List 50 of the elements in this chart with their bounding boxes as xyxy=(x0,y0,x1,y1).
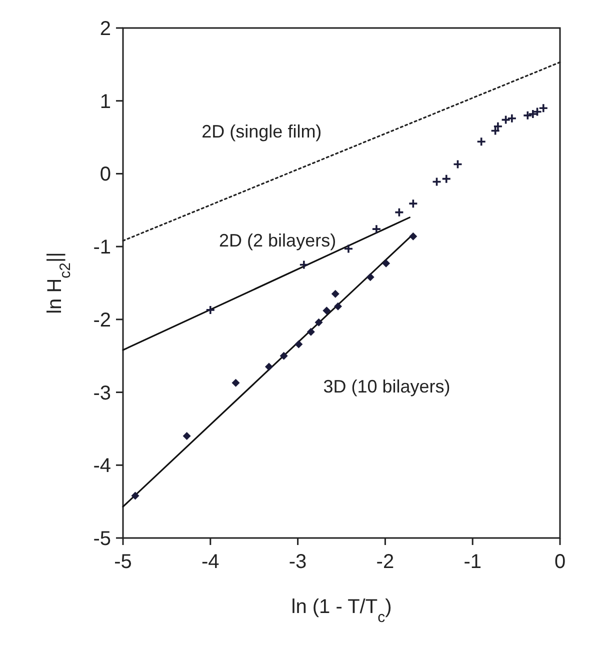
x-tick-label: -2 xyxy=(376,551,394,573)
text: 3D (10 bilayers) xyxy=(323,376,450,397)
point xyxy=(344,244,354,254)
point xyxy=(493,121,503,132)
point xyxy=(409,232,418,240)
point xyxy=(206,305,216,315)
point xyxy=(452,159,463,170)
y-tick-label: 2 xyxy=(100,18,111,40)
point xyxy=(366,273,374,282)
point xyxy=(432,176,442,187)
y-tick-label: 0 xyxy=(100,164,111,186)
point xyxy=(280,352,288,360)
point xyxy=(264,362,273,371)
x-tick-label: -5 xyxy=(114,551,132,573)
point xyxy=(500,114,511,125)
x-tick-label: 0 xyxy=(554,551,566,573)
point xyxy=(538,103,548,114)
point xyxy=(182,432,191,440)
point xyxy=(382,259,390,268)
point xyxy=(299,260,309,270)
y-tick-label: -4 xyxy=(93,455,111,478)
point xyxy=(294,340,303,348)
y-tick-label: 1 xyxy=(100,90,111,113)
point xyxy=(334,302,342,310)
point xyxy=(131,492,140,500)
y-tick-label: -1 xyxy=(93,236,111,259)
point xyxy=(322,306,331,315)
x-tick-label: -4 xyxy=(202,551,220,573)
series-label: 2D (2 bilayers) xyxy=(219,230,336,251)
x-axis-title: ln (1 - T/T$_{c}$) xyxy=(291,596,392,626)
point xyxy=(528,109,538,119)
point xyxy=(232,378,240,387)
point xyxy=(507,113,517,124)
point xyxy=(476,136,486,147)
point xyxy=(490,126,500,136)
point xyxy=(372,224,382,234)
x-tick-label: -1 xyxy=(464,551,482,573)
point xyxy=(441,174,452,184)
point xyxy=(314,318,323,326)
y-tick-label: -3 xyxy=(93,382,111,404)
series-label: 2D (single film) xyxy=(202,122,322,142)
y-tick-label: -5 xyxy=(93,528,111,550)
point xyxy=(331,290,340,298)
x-tick-label: -3 xyxy=(288,551,307,573)
point xyxy=(522,110,533,120)
y-tick-label: -2 xyxy=(93,309,111,332)
point xyxy=(408,198,418,208)
point xyxy=(532,106,542,117)
point xyxy=(306,328,315,336)
point xyxy=(394,207,404,218)
